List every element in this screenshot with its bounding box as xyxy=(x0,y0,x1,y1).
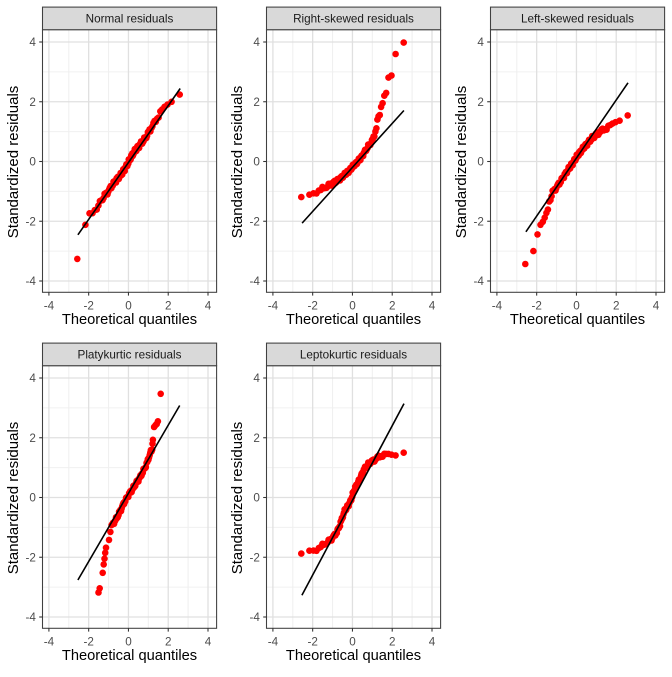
svg-text:0: 0 xyxy=(29,492,36,505)
svg-text:-2: -2 xyxy=(25,551,35,564)
svg-text:-4: -4 xyxy=(44,299,55,312)
svg-text:-2: -2 xyxy=(307,635,317,648)
svg-text:2: 2 xyxy=(477,96,484,109)
svg-text:0: 0 xyxy=(573,299,580,312)
svg-text:2: 2 xyxy=(253,432,260,445)
svg-text:4: 4 xyxy=(205,299,212,312)
svg-text:-4: -4 xyxy=(25,611,36,624)
svg-text:4: 4 xyxy=(29,372,36,385)
svg-text:Theoretical quantiles: Theoretical quantiles xyxy=(62,312,197,328)
svg-text:Standardized residuals: Standardized residuals xyxy=(229,422,246,575)
svg-text:-2: -2 xyxy=(83,299,93,312)
svg-text:-2: -2 xyxy=(83,635,93,648)
svg-text:-2: -2 xyxy=(25,215,35,228)
svg-text:Standardized residuals: Standardized residuals xyxy=(229,86,246,239)
svg-text:2: 2 xyxy=(613,299,620,312)
svg-text:Left-skewed residuals: Left-skewed residuals xyxy=(521,13,634,26)
svg-text:-4: -4 xyxy=(473,275,484,288)
svg-text:-2: -2 xyxy=(307,299,317,312)
svg-text:-2: -2 xyxy=(249,215,259,228)
svg-text:Leptokurtic residuals: Leptokurtic residuals xyxy=(300,349,407,362)
svg-text:2: 2 xyxy=(165,635,172,648)
svg-text:-2: -2 xyxy=(531,299,541,312)
svg-text:2: 2 xyxy=(29,432,36,445)
svg-text:4: 4 xyxy=(29,36,36,49)
svg-text:-4: -4 xyxy=(268,299,279,312)
svg-text:0: 0 xyxy=(29,156,36,169)
svg-text:-4: -4 xyxy=(25,275,36,288)
svg-text:4: 4 xyxy=(477,36,484,49)
svg-text:Theoretical quantiles: Theoretical quantiles xyxy=(62,648,197,664)
svg-text:Right-skewed residuals: Right-skewed residuals xyxy=(293,13,414,26)
svg-text:0: 0 xyxy=(349,635,356,648)
svg-text:0: 0 xyxy=(349,299,356,312)
svg-text:0: 0 xyxy=(125,299,132,312)
svg-text:2: 2 xyxy=(253,96,260,109)
svg-text:0: 0 xyxy=(125,635,132,648)
svg-text:-4: -4 xyxy=(492,299,503,312)
svg-text:Theoretical quantiles: Theoretical quantiles xyxy=(286,648,421,664)
svg-text:2: 2 xyxy=(389,635,396,648)
svg-text:2: 2 xyxy=(165,299,172,312)
svg-text:-2: -2 xyxy=(249,551,259,564)
svg-text:2: 2 xyxy=(29,96,36,109)
svg-text:0: 0 xyxy=(253,492,260,505)
svg-text:Standardized residuals: Standardized residuals xyxy=(5,422,22,575)
svg-text:-4: -4 xyxy=(249,611,260,624)
svg-text:Theoretical quantiles: Theoretical quantiles xyxy=(286,312,421,328)
svg-text:-4: -4 xyxy=(268,635,279,648)
svg-text:-4: -4 xyxy=(44,635,55,648)
svg-text:-4: -4 xyxy=(249,275,260,288)
svg-text:2: 2 xyxy=(389,299,396,312)
svg-text:Standardized residuals: Standardized residuals xyxy=(453,86,470,239)
svg-text:-2: -2 xyxy=(473,215,483,228)
svg-text:4: 4 xyxy=(253,36,260,49)
svg-text:4: 4 xyxy=(253,372,260,385)
svg-text:0: 0 xyxy=(477,156,484,169)
svg-text:4: 4 xyxy=(429,299,436,312)
svg-text:Platykurtic residuals: Platykurtic residuals xyxy=(78,349,182,362)
svg-text:0: 0 xyxy=(253,156,260,169)
svg-text:Standardized residuals: Standardized residuals xyxy=(5,86,22,239)
svg-text:Theoretical quantiles: Theoretical quantiles xyxy=(510,312,645,328)
svg-text:Normal residuals: Normal residuals xyxy=(86,13,174,26)
svg-text:4: 4 xyxy=(653,299,660,312)
svg-text:4: 4 xyxy=(205,635,212,648)
svg-text:4: 4 xyxy=(429,635,436,648)
